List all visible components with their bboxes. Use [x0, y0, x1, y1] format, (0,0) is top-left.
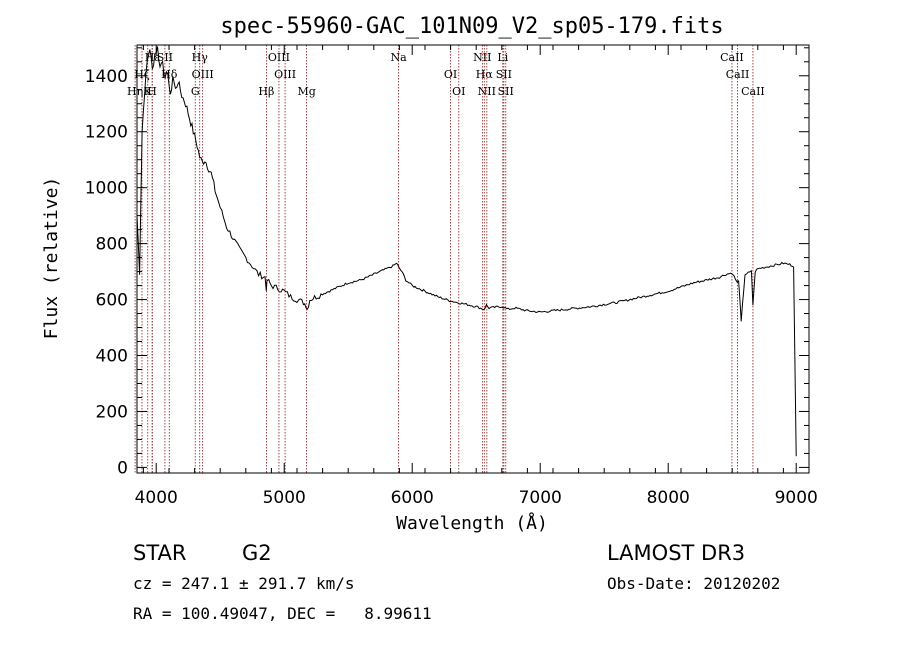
y-tick-label: 1400 — [85, 67, 128, 87]
survey-name: LAMOST DR3 — [607, 541, 745, 565]
spectral-line-markers — [134, 45, 754, 473]
line-marker-label: OIII — [268, 51, 290, 64]
x-tick-label: 8000 — [647, 488, 690, 508]
line-marker-label: NII — [478, 85, 496, 98]
redshift-readout: cz = 247.1 ± 291.7 km/s — [133, 574, 355, 593]
line-marker-label: Na — [391, 51, 408, 64]
line-marker-label: NII — [473, 51, 491, 64]
subclass: G2 — [242, 541, 272, 565]
line-marker-label: SII — [157, 51, 173, 64]
line-marker-label: G — [191, 85, 200, 98]
x-tick-label: 9000 — [775, 488, 818, 508]
line-marker-label: H — [147, 85, 157, 98]
y-axis-label: Flux (relative) — [41, 177, 62, 340]
line-marker-label: Hη — [127, 85, 143, 98]
plot-frame — [136, 44, 810, 474]
y-tick-label: 400 — [96, 347, 128, 367]
spectrum-line — [136, 46, 797, 457]
line-marker-label: SII — [496, 68, 512, 81]
x-tick-label: 7000 — [519, 488, 562, 508]
x-tick-label: 6000 — [391, 488, 434, 508]
y-tick-label: 800 — [96, 235, 128, 255]
line-marker-label: Mg — [297, 85, 315, 98]
coordinates: RA = 100.49047, DEC = 8.99611 — [133, 604, 432, 623]
line-marker-label: Hβ — [258, 85, 274, 98]
line-marker-label: Hα — [476, 68, 494, 81]
line-marker-label: CaII — [726, 68, 750, 81]
x-axis-label: Wavelength (Å) — [396, 512, 548, 534]
y-axis-ticks: 0 200 400 600 800 1000 1200 1400 — [85, 47, 809, 478]
line-marker-label: Li — [497, 51, 508, 64]
obs-date: Obs-Date: 20120202 — [607, 574, 780, 593]
x-tick-label: 5000 — [263, 488, 306, 508]
line-marker-label: CaII — [741, 85, 765, 98]
line-marker-label: SII — [498, 85, 514, 98]
y-tick-label: 200 — [96, 402, 128, 422]
x-axis-ticks: 4000 5000 6000 7000 8000 9000 — [135, 45, 818, 508]
y-tick-label: 1000 — [85, 179, 128, 199]
x-tick-label: 4000 — [135, 488, 178, 508]
line-marker-label: OI — [444, 68, 457, 81]
line-marker-label: Hγ — [192, 51, 209, 64]
object-class: STAR — [133, 541, 186, 565]
line-marker-label: OI — [452, 85, 465, 98]
line-marker-label: OIII — [274, 68, 296, 81]
line-marker-label: CaII — [720, 51, 744, 64]
y-tick-label: 600 — [96, 291, 128, 311]
y-tick-label: 0 — [117, 458, 128, 478]
y-tick-label: 1200 — [85, 123, 128, 143]
chart-title: spec-55960-GAC_101N09_V2_sp05-179.fits — [220, 14, 723, 39]
line-marker-label: K — [144, 85, 153, 98]
line-marker-label: OIII — [192, 68, 214, 81]
